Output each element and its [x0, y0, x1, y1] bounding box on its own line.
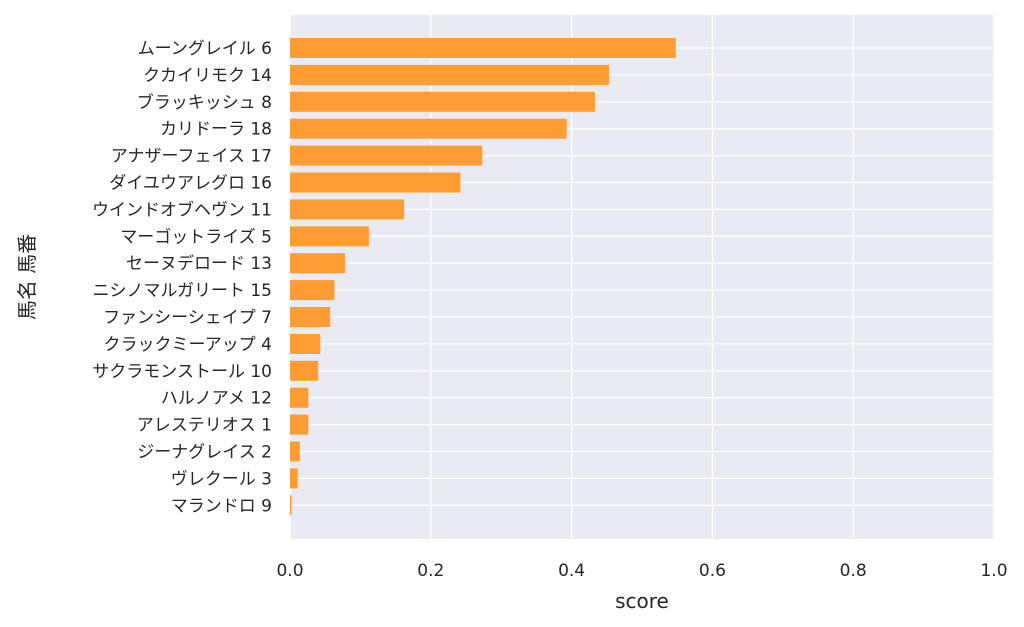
- y-tick-label: ブラッキッシュ 8: [137, 92, 272, 113]
- x-tick-label: 0.8: [840, 561, 867, 581]
- y-tick-label: ダイユウアレグロ 16: [109, 174, 272, 194]
- bar: [290, 64, 609, 85]
- bar: [290, 91, 595, 112]
- y-tick-label: アナザーフェイス 17: [111, 147, 272, 167]
- bar: [290, 226, 369, 247]
- bar: [290, 172, 461, 193]
- y-tick-label: マーゴットライズ 5: [120, 226, 272, 247]
- y-tick-label: アレステリオス 1: [137, 416, 272, 436]
- x-axis-title: score: [615, 589, 669, 613]
- bar: [290, 333, 321, 354]
- bar: [290, 118, 567, 139]
- x-tick-label: 0.6: [699, 561, 726, 581]
- bar: [290, 387, 309, 408]
- bar: [290, 414, 309, 435]
- bar: [290, 38, 676, 58]
- y-tick-label: サクラモンストール 10: [92, 362, 272, 382]
- bar: [290, 307, 331, 327]
- y-axis-title: 馬名 馬番: [15, 234, 39, 320]
- bars: [290, 38, 676, 516]
- bar: [290, 360, 319, 381]
- y-tick-label: ウインドオブヘヴン 11: [92, 199, 272, 220]
- y-tick-label: クラックミーアップ 4: [103, 335, 272, 355]
- y-tick-labels: ムーングレイル 6 クカイリモク 14 ブラッキッシュ 8 カリドーラ 18 アナザーフ…: [92, 39, 272, 516]
- y-tick-label: ニシノマルガリート 15: [92, 281, 272, 301]
- bar: [290, 441, 300, 462]
- bar: [290, 253, 345, 274]
- x-tick-labels: 0.0 0.2 0.4 0.6 0.8 1.0: [276, 561, 1007, 581]
- x-tick-label: 0.0: [276, 561, 303, 581]
- x-tick-label: 0.4: [558, 561, 585, 581]
- bar: [290, 280, 335, 301]
- y-tick-label: ファンシーシェイプ 7: [103, 308, 272, 328]
- y-tick-label: カリドーラ 18: [160, 120, 272, 140]
- bar: [290, 468, 298, 489]
- y-tick-label: ハルノアメ 12: [161, 389, 272, 409]
- bar: [290, 199, 405, 220]
- y-tick-label: セーヌデロード 13: [126, 253, 272, 274]
- bar: [290, 145, 483, 166]
- bar: [290, 495, 292, 516]
- x-tick-label: 1.0: [980, 561, 1007, 581]
- y-tick-label: クカイリモク 14: [143, 66, 272, 86]
- y-tick-label: マランドロ 9: [171, 496, 272, 516]
- y-tick-label: ヴレクール 3: [171, 469, 272, 489]
- y-tick-label: ムーングレイル 6: [138, 39, 272, 59]
- y-tick-label: ジーナグレイス 2: [137, 443, 272, 463]
- x-tick-label: 0.2: [417, 561, 444, 581]
